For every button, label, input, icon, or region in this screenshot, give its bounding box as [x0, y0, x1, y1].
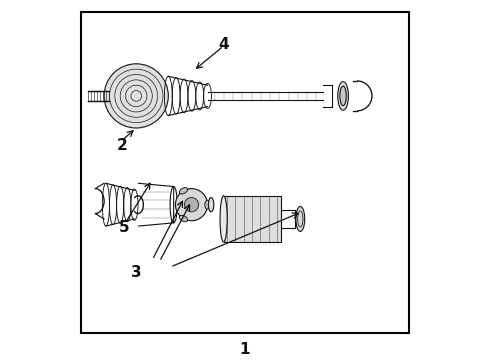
Ellipse shape — [179, 188, 188, 194]
Ellipse shape — [296, 207, 305, 231]
Circle shape — [184, 198, 198, 212]
Ellipse shape — [338, 82, 348, 110]
Text: 2: 2 — [117, 138, 127, 153]
Text: 4: 4 — [218, 37, 229, 52]
Text: 1: 1 — [240, 342, 250, 357]
Ellipse shape — [340, 86, 346, 106]
Circle shape — [104, 64, 169, 128]
Bar — [223, 196, 281, 242]
Ellipse shape — [179, 215, 188, 222]
Ellipse shape — [220, 196, 227, 242]
Ellipse shape — [208, 198, 214, 212]
Text: 3: 3 — [131, 265, 142, 280]
Ellipse shape — [205, 200, 210, 209]
Ellipse shape — [177, 194, 184, 215]
Text: 5: 5 — [119, 220, 129, 235]
Circle shape — [175, 189, 208, 221]
